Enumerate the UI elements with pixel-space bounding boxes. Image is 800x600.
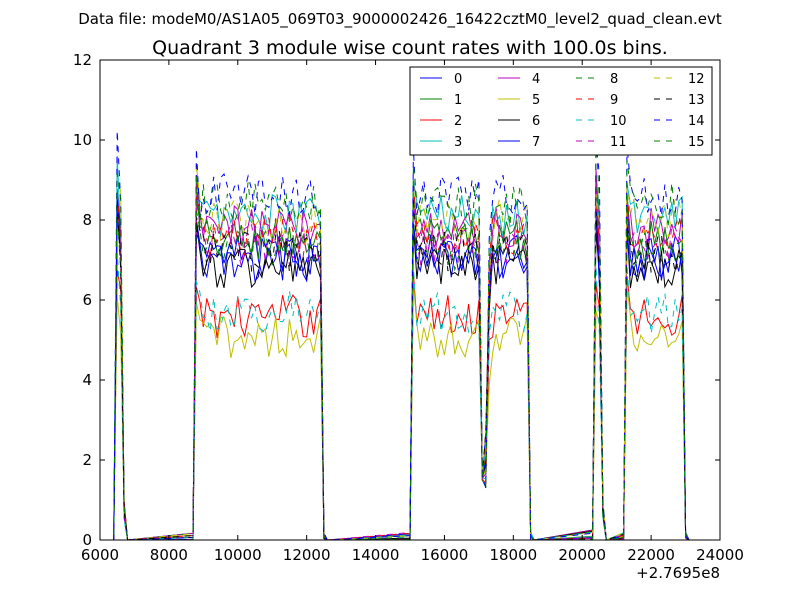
legend-label-12: 12 — [688, 72, 705, 87]
legend-label-2: 2 — [454, 114, 462, 129]
chart-title: Quadrant 3 module wise count rates with … — [152, 37, 668, 59]
legend-label-3: 3 — [454, 135, 462, 150]
series-line-14 — [106, 130, 691, 541]
legend-label-14: 14 — [688, 114, 705, 129]
x-tick-label: 24000 — [696, 546, 744, 564]
y-tick-label: 8 — [82, 211, 92, 229]
legend-label-5: 5 — [532, 93, 540, 108]
series-line-10 — [106, 252, 690, 541]
x-tick-label: 12000 — [283, 546, 331, 564]
y-tick-label: 0 — [82, 531, 92, 549]
series-line-11 — [106, 183, 690, 541]
series-layer — [106, 130, 691, 541]
x-offset-label: +2.7695e8 — [636, 564, 720, 582]
legend-label-13: 13 — [688, 93, 705, 108]
series-line-9 — [106, 181, 690, 541]
legend-label-0: 0 — [454, 72, 462, 87]
legend-label-11: 11 — [610, 135, 627, 150]
legend-label-7: 7 — [532, 135, 540, 150]
x-tick-label: 22000 — [627, 546, 675, 564]
x-tick-label: 16000 — [421, 546, 469, 564]
series-line-15 — [106, 136, 691, 541]
suptitle: Data file: modeM0/AS1A05_069T03_90000024… — [78, 10, 722, 29]
x-tick-label: 18000 — [489, 546, 537, 564]
y-tick-label: 12 — [73, 51, 92, 69]
legend-label-1: 1 — [454, 93, 462, 108]
series-line-7 — [106, 193, 690, 541]
legend-frame — [409, 66, 713, 156]
x-tick-label: 10000 — [214, 546, 262, 564]
x-tick-label: 6000 — [81, 546, 119, 564]
legend-label-6: 6 — [532, 114, 540, 129]
legend-label-10: 10 — [610, 114, 627, 129]
series-line-5 — [106, 283, 690, 541]
x-tick-label: 8000 — [150, 546, 188, 564]
series-line-13 — [106, 197, 691, 541]
series-line-2 — [106, 269, 691, 541]
y-tick-label: 6 — [82, 291, 92, 309]
legend-label-4: 4 — [532, 72, 540, 87]
y-tick-label: 10 — [73, 131, 92, 149]
legend-label-9: 9 — [610, 93, 618, 108]
series-line-12 — [106, 164, 691, 541]
legend-label-15: 15 — [688, 135, 705, 150]
x-tick-label: 20000 — [558, 546, 606, 564]
axes-layer: 6000 8000 10000 12000 14000 16000 18000 20000 22… — [73, 51, 744, 564]
y-tick-label: 2 — [82, 451, 92, 469]
x-tick-label: 14000 — [352, 546, 400, 564]
series-line-3 — [106, 156, 690, 541]
legend-label-8: 8 — [610, 72, 618, 87]
y-tick-label: 4 — [82, 371, 92, 389]
series-line-1 — [106, 173, 691, 541]
